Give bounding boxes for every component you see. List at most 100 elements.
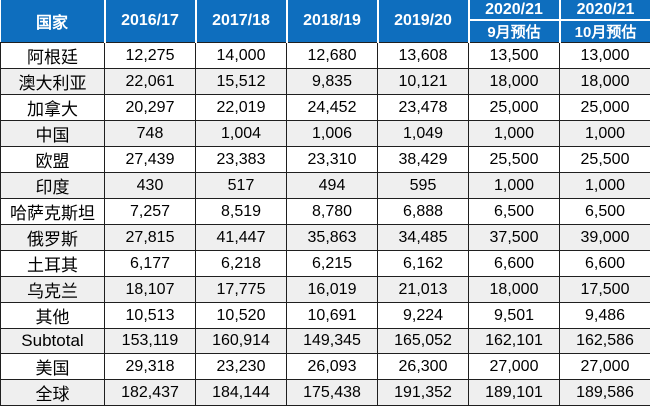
value-cell: 6,162 — [377, 250, 469, 277]
value-cell: 8,780 — [286, 198, 378, 225]
value-cell: 1,049 — [377, 120, 469, 147]
value-cell: 26,300 — [377, 353, 469, 380]
table-row: Subtotal 153,119 160,914 149,345 165,052 162,… — [0, 328, 650, 354]
value-cell: 34,485 — [377, 224, 469, 251]
table-row: 加拿大 20,297 22,019 24,452 23,478 25,000 25,000 — [0, 94, 650, 121]
value-cell: 27,439 — [104, 146, 196, 173]
col-header-2018-19: 2018/19 — [285, 0, 379, 43]
country-cell: 阿根廷 — [0, 42, 105, 69]
country-cell: 欧盟 — [0, 146, 105, 173]
value-cell: 22,019 — [195, 94, 287, 121]
value-cell: 162,586 — [559, 328, 650, 354]
value-cell: 12,680 — [286, 42, 378, 69]
value-cell: 23,383 — [195, 146, 287, 173]
table-row: 全球 182,437 184,144 175,438 191,352 189,101 189… — [0, 379, 650, 406]
value-cell: 25,500 — [468, 146, 560, 173]
country-cell: 哈萨克斯坦 — [0, 198, 105, 225]
value-cell: 9,501 — [468, 302, 560, 329]
value-cell: 160,914 — [195, 328, 287, 354]
value-cell: 20,297 — [104, 94, 196, 121]
table-row: 印度 430 517 494 595 1,000 1,000 — [0, 172, 650, 199]
value-cell: 27,000 — [559, 353, 650, 380]
value-cell: 6,215 — [286, 250, 378, 277]
value-cell: 165,052 — [377, 328, 469, 354]
value-cell: 6,500 — [559, 198, 650, 225]
value-cell: 26,093 — [286, 353, 378, 380]
value-cell: 189,586 — [559, 379, 650, 406]
value-cell: 18,000 — [559, 68, 650, 95]
value-cell: 18,107 — [104, 276, 196, 303]
country-cell: 印度 — [0, 172, 105, 199]
value-cell: 16,019 — [286, 276, 378, 303]
value-cell: 1,004 — [195, 120, 287, 147]
col-subheader-october-estimate: 10月预估 — [558, 20, 650, 43]
country-cell: 中国 — [0, 120, 105, 147]
value-cell: 15,512 — [195, 68, 287, 95]
country-cell: 俄罗斯 — [0, 224, 105, 251]
value-cell: 14,000 — [195, 42, 287, 69]
value-cell: 8,519 — [195, 198, 287, 225]
value-cell: 22,061 — [104, 68, 196, 95]
value-cell: 153,119 — [104, 328, 196, 354]
country-cell: 澳大利亚 — [0, 68, 105, 95]
value-cell: 18,000 — [468, 68, 560, 95]
value-cell: 13,608 — [377, 42, 469, 69]
country-cell: 加拿大 — [0, 94, 105, 121]
value-cell: 13,000 — [559, 42, 650, 69]
value-cell: 1,000 — [468, 172, 560, 199]
col-header-2016-17: 2016/17 — [103, 0, 197, 43]
value-cell: 6,600 — [468, 250, 560, 277]
value-cell: 191,352 — [377, 379, 469, 406]
value-cell: 21,013 — [377, 276, 469, 303]
value-cell: 9,486 — [559, 302, 650, 329]
value-cell: 23,310 — [286, 146, 378, 173]
value-cell: 39,000 — [559, 224, 650, 251]
value-cell: 23,478 — [377, 94, 469, 121]
value-cell: 24,452 — [286, 94, 378, 121]
value-cell: 17,775 — [195, 276, 287, 303]
value-cell: 12,275 — [104, 42, 196, 69]
col-header-2019-20: 2019/20 — [376, 0, 470, 43]
header-row-sub: 9月预估 10月预估 — [1, 20, 650, 43]
table-row: 阿根廷 12,275 14,000 12,680 13,608 13,500 13,000 — [0, 42, 650, 69]
value-cell: 6,888 — [377, 198, 469, 225]
value-cell: 1,000 — [559, 120, 650, 147]
value-cell: 6,600 — [559, 250, 650, 277]
value-cell: 10,520 — [195, 302, 287, 329]
col-header-2020-21-october: 2020/21 — [558, 0, 650, 21]
value-cell: 494 — [286, 172, 378, 199]
value-cell: 13,500 — [468, 42, 560, 69]
value-cell: 10,513 — [104, 302, 196, 329]
value-cell: 6,218 — [195, 250, 287, 277]
table-row: 哈萨克斯坦 7,257 8,519 8,780 6,888 6,500 6,500 — [0, 198, 650, 225]
value-cell: 25,000 — [559, 94, 650, 121]
col-header-country: 国家 — [0, 0, 106, 43]
value-cell: 1,000 — [559, 172, 650, 199]
value-cell: 10,691 — [286, 302, 378, 329]
value-cell: 38,429 — [377, 146, 469, 173]
col-subheader-september-estimate: 9月预估 — [468, 20, 561, 43]
value-cell: 189,101 — [468, 379, 560, 406]
value-cell: 517 — [195, 172, 287, 199]
value-cell: 18,000 — [468, 276, 560, 303]
value-cell: 1,000 — [468, 120, 560, 147]
value-cell: 41,447 — [195, 224, 287, 251]
table-row: 中国 748 1,004 1,006 1,049 1,000 1,000 — [0, 120, 650, 147]
country-cell: 其他 — [0, 302, 105, 329]
value-cell: 27,815 — [104, 224, 196, 251]
country-cell: Subtotal — [0, 328, 105, 354]
table-row: 土耳其 6,177 6,218 6,215 6,162 6,600 6,600 — [0, 250, 650, 277]
table-body: 阿根廷 12,275 14,000 12,680 13,608 13,500 13,000 澳… — [0, 42, 650, 406]
table-row: 乌克兰 18,107 17,775 16,019 21,013 18,000 17,500 — [0, 276, 650, 303]
col-header-2017-18: 2017/18 — [194, 0, 288, 43]
value-cell: 10,121 — [377, 68, 469, 95]
value-cell: 9,224 — [377, 302, 469, 329]
value-cell: 37,500 — [468, 224, 560, 251]
table-header: 国家 2016/17 2017/18 2018/19 2019/20 2020/… — [0, 0, 650, 43]
value-cell: 748 — [104, 120, 196, 147]
value-cell: 162,101 — [468, 328, 560, 354]
table-row: 美国 29,318 23,230 26,093 26,300 27,000 27,000 — [0, 353, 650, 380]
value-cell: 25,000 — [468, 94, 560, 121]
